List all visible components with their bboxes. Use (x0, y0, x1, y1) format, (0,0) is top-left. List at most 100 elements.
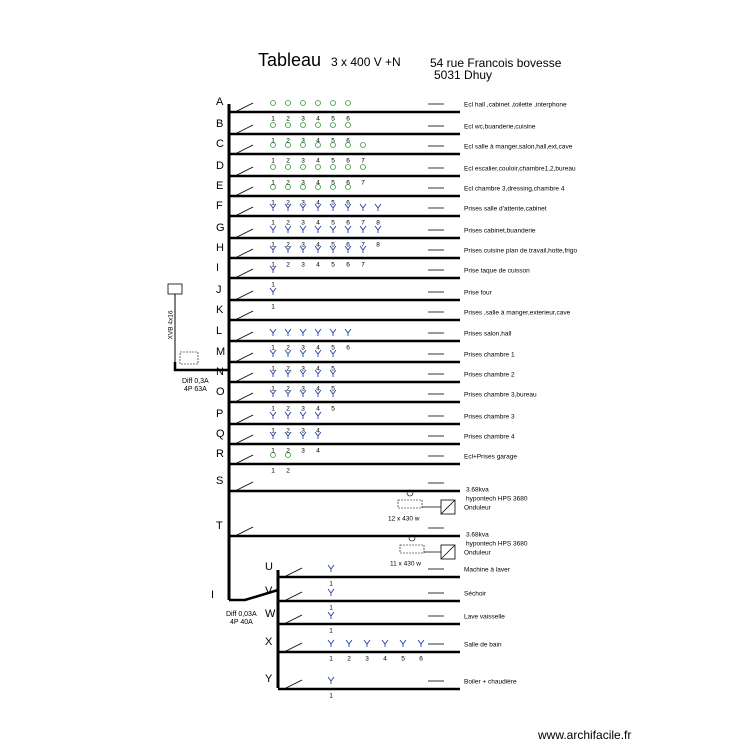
point-number: 2 (286, 468, 290, 475)
breaker (234, 372, 254, 383)
circuit-letter: P (216, 408, 223, 420)
socket-symbol (374, 203, 382, 211)
point-number: 6 (346, 262, 350, 269)
point-number: 2 (286, 428, 290, 435)
socket-symbol (299, 203, 307, 211)
solar-panel (399, 544, 425, 554)
socket-symbol (344, 203, 352, 211)
inverter-model: hypontech HPS 3680 (466, 541, 528, 548)
diff-label: 4P 63A (184, 386, 207, 393)
point-number: 4 (316, 386, 320, 393)
point-number: 2 (286, 366, 290, 373)
point-number: 3 (301, 428, 305, 435)
breaker (234, 526, 254, 537)
socket-symbol (299, 225, 307, 233)
point-number: 3 (301, 116, 305, 123)
socket-symbol (284, 389, 292, 397)
socket-symbol (269, 431, 277, 439)
socket-symbol (299, 389, 307, 397)
breaker (234, 331, 254, 342)
breaker (234, 352, 254, 363)
breaker (283, 642, 303, 653)
circuit-letter: Q (216, 428, 225, 440)
voltage: 3 x 400 V +N (331, 55, 401, 69)
circuit-letter: Y (265, 673, 273, 685)
point-number: 4 (316, 116, 320, 123)
circuit-label: Prises chambre 2 (464, 372, 515, 379)
light-symbol (285, 100, 291, 106)
socket-symbol (269, 287, 277, 295)
point-number: 1 (271, 304, 275, 311)
point-number: 5 (331, 200, 335, 207)
circuit-label: Prise four (464, 290, 493, 297)
point-number: 3 (301, 345, 305, 352)
socket-symbol (327, 588, 335, 596)
socket-symbol (269, 369, 277, 377)
light-symbol (315, 100, 321, 106)
light-symbol (330, 100, 336, 106)
socket-symbol (359, 245, 367, 253)
socket-symbol (284, 225, 292, 233)
socket-symbol (269, 389, 277, 397)
breaker (234, 310, 254, 321)
inverter-power: 3.68kva (466, 487, 489, 494)
breaker (234, 434, 254, 445)
socket-symbol (329, 389, 337, 397)
breaker (234, 186, 254, 197)
circuit-letter: I (216, 262, 219, 274)
socket-symbol (363, 639, 371, 647)
point-number: 3 (301, 406, 305, 413)
circuit-label: Prises chambre 3 (464, 414, 515, 421)
breaker (283, 614, 303, 625)
light-symbol (270, 122, 276, 128)
point-number: 1 (329, 693, 333, 700)
cable-label: XVB 4x16 (168, 310, 175, 339)
light-symbol (285, 164, 291, 170)
sun (406, 489, 414, 497)
breaker (234, 481, 254, 492)
circuit-letter: S (216, 475, 223, 487)
point-number: 1 (271, 180, 275, 187)
circuit-label: Ecl hall ,cabinet ,toilette ,interphone (464, 102, 567, 109)
light-symbol (270, 164, 276, 170)
point-number: 1 (271, 220, 275, 227)
point-number: 7 (361, 242, 365, 249)
light-symbol (315, 184, 321, 190)
point-number: 3 (301, 242, 305, 249)
socket-symbol (344, 245, 352, 253)
supply-line (173, 362, 229, 372)
point-number: 3 (301, 448, 305, 455)
point-number: 5 (331, 138, 335, 145)
point-number: 2 (286, 180, 290, 187)
sub-feed (229, 588, 279, 602)
socket-symbol (359, 203, 367, 211)
point-number: 2 (286, 345, 290, 352)
circuit-label: Prises chambre 4 (464, 434, 515, 441)
point-number: 2 (286, 406, 290, 413)
panel-label: 11 x 430 w (390, 561, 421, 568)
socket-symbol (284, 431, 292, 439)
point-number: 1 (271, 386, 275, 393)
point-number: 4 (383, 656, 387, 663)
socket-symbol (284, 411, 292, 419)
socket-symbol (327, 676, 335, 684)
socket-symbol (374, 225, 382, 233)
circuit-label: Prises chambre 1 (464, 352, 515, 359)
point-number: 3 (301, 386, 305, 393)
circuit-label: Prises cabinet,buanderie (464, 228, 536, 235)
socket-symbol (269, 328, 277, 336)
light-symbol (285, 122, 291, 128)
point-number: 5 (331, 158, 335, 165)
footer: www.archifacile.fr (537, 728, 631, 742)
circuit-label: Séchoir (464, 591, 487, 598)
light-symbol (300, 184, 306, 190)
socket-symbol (299, 245, 307, 253)
point-number: 7 (361, 158, 365, 165)
point-number: 1 (271, 116, 275, 123)
point-number: 4 (316, 345, 320, 352)
point-number: 6 (346, 116, 350, 123)
breaker (234, 248, 254, 259)
inverter-name: Onduleur (464, 550, 492, 557)
point-number: 6 (346, 345, 350, 352)
